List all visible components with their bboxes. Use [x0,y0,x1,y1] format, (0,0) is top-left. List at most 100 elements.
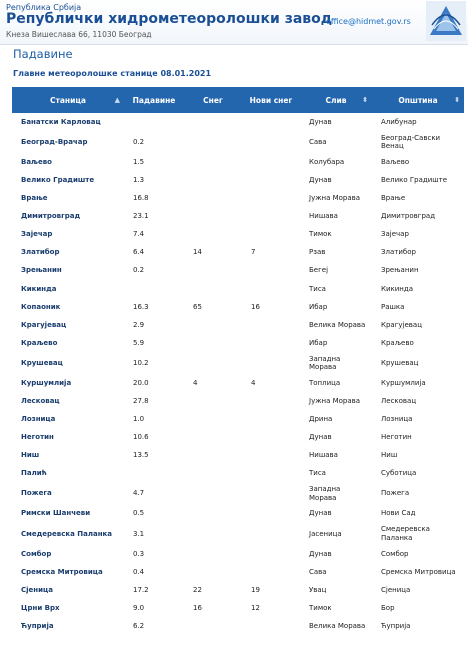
column-header-municipality[interactable]: Општина ⬍ [372,87,464,113]
column-header-precipitation[interactable]: Падавине [124,87,184,113]
precipitation-cell: 16.3 [124,297,184,316]
basin-cell: Бегеј [300,261,372,280]
new-snow-cell: 16 [242,297,300,316]
basin-cell: Ибар [300,297,372,316]
table-row: Кикинда Тиса Кикинда [12,279,464,298]
municipality-cell: Рашка [372,297,464,316]
snow-cell [184,392,242,411]
table-row: Куршумлија 20.0 4 4 Топлица Куршумлија [12,374,464,393]
table-row: Палић Тиса Суботица [12,464,464,483]
municipality-cell: Неготин [372,428,464,447]
new-snow-cell [242,446,300,465]
municipality-cell: Крагујевац [372,315,464,335]
snow-cell [184,131,242,154]
municipality-cell: Сомбор [372,544,464,563]
municipality-cell: Ћуприја [372,617,464,636]
new-snow-cell [242,352,300,375]
sort-both-icon[interactable]: ⬍ [454,96,460,104]
basin-cell: Колубара [300,153,372,172]
table-row: Врање 16.8 Јужна Морава Врање [12,189,464,208]
basin-cell: Дунав [300,171,372,190]
basin-cell: Велика Морава [300,617,372,636]
table-row: Банатски Карловац Дунав Алибунар [12,113,464,132]
table-row: Сремска Митровица 0.4 Сава Сремска Митровиц… [12,562,464,581]
precipitation-cell: 7.4 [124,225,184,244]
precipitation-cell: 10.2 [124,352,184,375]
table-row: Зајечар 7.4 Тимок Зајечар [12,225,464,244]
new-snow-cell [242,279,300,298]
municipality-cell: Ниш [372,446,464,465]
snow-cell [184,522,242,545]
precipitation-cell: 2.9 [124,315,184,335]
sort-both-icon[interactable]: ⬍ [362,96,368,104]
new-snow-cell [242,562,300,581]
precipitation-cell: 13.5 [124,446,184,465]
snow-cell [184,279,242,298]
table-row: Зрењанин 0.2 Бегеј Зрењанин [12,261,464,280]
basin-cell: Ибар [300,334,372,353]
column-header-snow[interactable]: Снег [184,87,242,113]
table-row: Краљево 5.9 Ибар Краљево [12,334,464,353]
page-title: Падавине [13,47,73,61]
basin-cell: Јужна Морава [300,189,372,208]
snow-cell: 16 [184,599,242,618]
snow-cell [184,446,242,465]
precipitation-cell: 0.2 [124,131,184,154]
new-snow-cell [242,189,300,208]
new-snow-cell [242,113,300,132]
basin-cell: Дунав [300,504,372,523]
table-row: Смедеревска Паланка 3.1 Јасеница Смедеревск… [12,522,464,545]
station-cell: Кикинда [12,279,124,298]
snow-cell [184,315,242,335]
snow-cell [184,562,242,581]
page-subtitle: Главне метеоролошке станице 08.01.2021 [13,69,212,78]
basin-cell: Велика Морава [300,315,372,335]
table-row: Београд-Врачар 0.2 Сава Београд-Савски Вена… [12,131,464,154]
station-cell: Црни Врх [12,599,124,618]
rhmz-logo-icon[interactable] [426,1,466,41]
municipality-cell: Сремска Митровица [372,562,464,581]
basin-cell: Јасеница [300,522,372,545]
station-cell: Зајечар [12,225,124,244]
precipitation-cell: 0.2 [124,261,184,280]
station-cell: Краљево [12,334,124,353]
municipality-cell: Смедеревска Паланка [372,522,464,545]
station-cell: Зрењанин [12,261,124,280]
new-snow-cell [242,504,300,523]
sort-up-icon[interactable]: ▲ [114,96,120,104]
precipitation-cell: 1.0 [124,410,184,429]
snow-cell [184,171,242,190]
table-row: Крушевац 10.2 Западна Морава Крушевац [12,352,464,375]
new-snow-cell: 7 [242,243,300,262]
basin-cell: Нишава [300,207,372,226]
new-snow-cell [242,131,300,154]
snow-cell [184,334,242,353]
new-snow-cell [242,482,300,505]
municipality-cell: Сјеница [372,580,464,600]
column-header-new-snow[interactable]: Нови снег [242,87,300,113]
column-header-station[interactable]: Станица ▲ [12,87,124,113]
municipality-cell: Бор [372,599,464,618]
municipality-cell: Суботица [372,464,464,483]
new-snow-cell [242,261,300,280]
municipality-cell: Златибор [372,243,464,262]
municipality-cell: Зајечар [372,225,464,244]
basin-cell: Сава [300,562,372,581]
table-row: Златибор 6.4 14 7 Рзав Златибор [12,243,464,262]
table-row: Ћуприја 6.2 Велика Морава Ћуприја [12,617,464,636]
municipality-cell: Велико Градиште [372,171,464,190]
snow-cell [184,207,242,226]
column-header-basin[interactable]: Слив ⬍ [300,87,372,113]
table-row: Крагујевац 2.9 Велика Морава Крагујевац [12,315,464,335]
table-header-row: Станица ▲ Падавине Снег Нови снег Слив ⬍ О… [12,87,464,113]
snow-cell: 4 [184,374,242,393]
table-row: Димитровград 23.1 Нишава Димитровград [12,207,464,226]
new-snow-cell [242,392,300,411]
table-row: Лесковац 27.8 Јужна Морава Лесковац [12,392,464,411]
header-title[interactable]: Републички хидрометеоролошки завод [6,11,333,27]
station-cell: Сомбор [12,544,124,563]
email-link[interactable]: office@hidmet.gov.rs [326,17,411,26]
basin-cell: Дунав [300,544,372,563]
basin-cell: Тимок [300,225,372,244]
table-row: Сјеница 17.2 22 19 Увац Сјеница [12,580,464,600]
